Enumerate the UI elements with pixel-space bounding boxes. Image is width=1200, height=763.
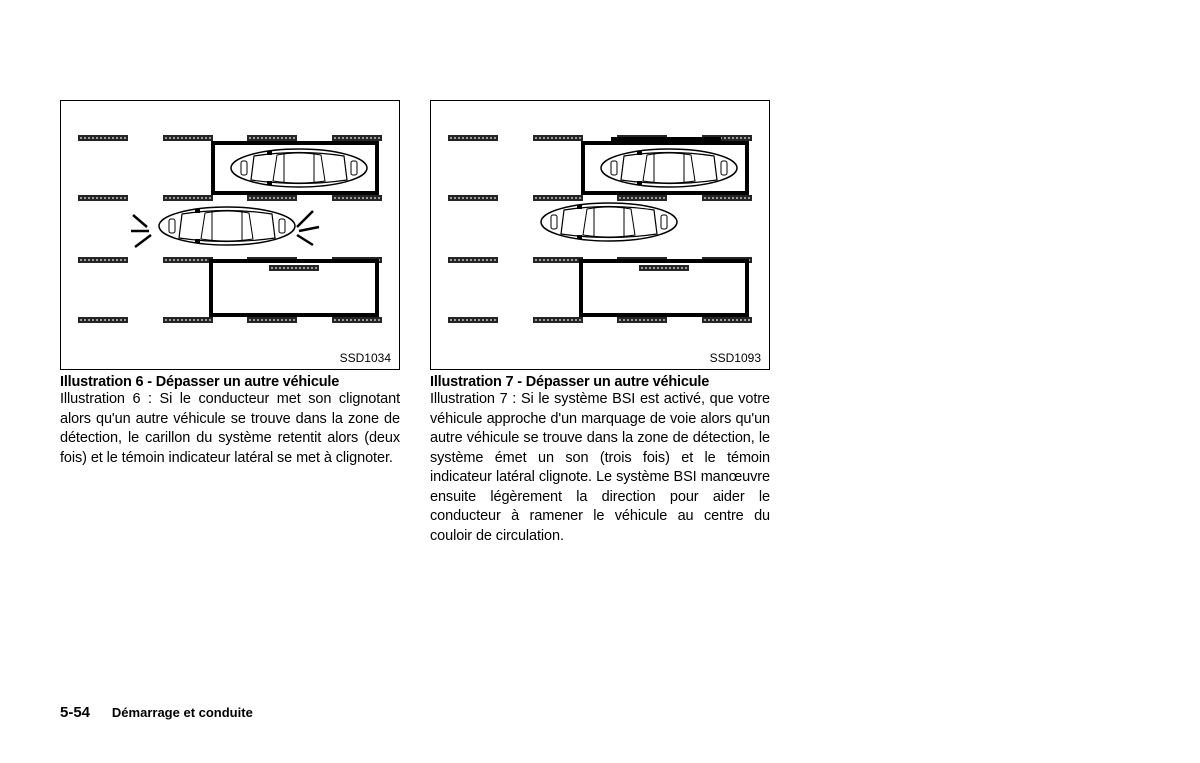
- other-vehicle: [599, 147, 739, 189]
- lane-dash: [639, 265, 689, 271]
- other-vehicle: [229, 147, 369, 189]
- lane-dash: [78, 195, 128, 201]
- figure-7-body: Illustration 7 : Si le système BSI est a…: [430, 390, 770, 547]
- page-footer: 5-54 Démarrage et conduite: [60, 704, 253, 721]
- lane-dash: [448, 317, 498, 323]
- figure-6-body: Illustration 6 : Si le conducteur met so…: [60, 390, 400, 468]
- figure-6-title: Illustration 6 - Dépasser un autre véhic…: [60, 374, 400, 390]
- blind-spot-alert-icon: [127, 187, 327, 267]
- lane-dash: [448, 135, 498, 141]
- lane-dash: [702, 195, 752, 201]
- section-title: Démarrage et conduite: [112, 705, 253, 720]
- lane-dash: [617, 317, 667, 323]
- lane-dash: [332, 317, 382, 323]
- lane-dash: [448, 257, 498, 263]
- ego-vehicle: [539, 201, 679, 243]
- lane-dash: [78, 257, 128, 263]
- figure-7-box: SSD1093: [430, 100, 770, 370]
- figure-7-code: SSD1093: [710, 351, 761, 365]
- lane-dash: [163, 135, 213, 141]
- lane-dash: [533, 257, 583, 263]
- page-content: SSD1034 Illustration 6 - Dépasser un aut…: [60, 100, 770, 547]
- column-figure-6: SSD1034 Illustration 6 - Dépasser un aut…: [60, 100, 400, 547]
- page-number: 5-54: [60, 704, 90, 721]
- figure-7-title: Illustration 7 - Dépasser un autre véhic…: [430, 374, 770, 390]
- column-figure-7: SSD1093 Illustration 7 - Dépasser un aut…: [430, 100, 770, 547]
- lane-dash: [332, 195, 382, 201]
- figure-6-code: SSD1034: [340, 351, 391, 365]
- lane-dash: [247, 317, 297, 323]
- lane-marker-highlight: [611, 137, 721, 141]
- lane-dash: [533, 317, 583, 323]
- lane-dash: [448, 195, 498, 201]
- lane-dash: [78, 317, 128, 323]
- lane-dash: [702, 317, 752, 323]
- lane-dash-row: [61, 317, 399, 323]
- lane-dash: [533, 135, 583, 141]
- lane-dash: [78, 135, 128, 141]
- lane-dash-row: [431, 317, 769, 323]
- lane-dash: [163, 317, 213, 323]
- figure-6-box: SSD1034: [60, 100, 400, 370]
